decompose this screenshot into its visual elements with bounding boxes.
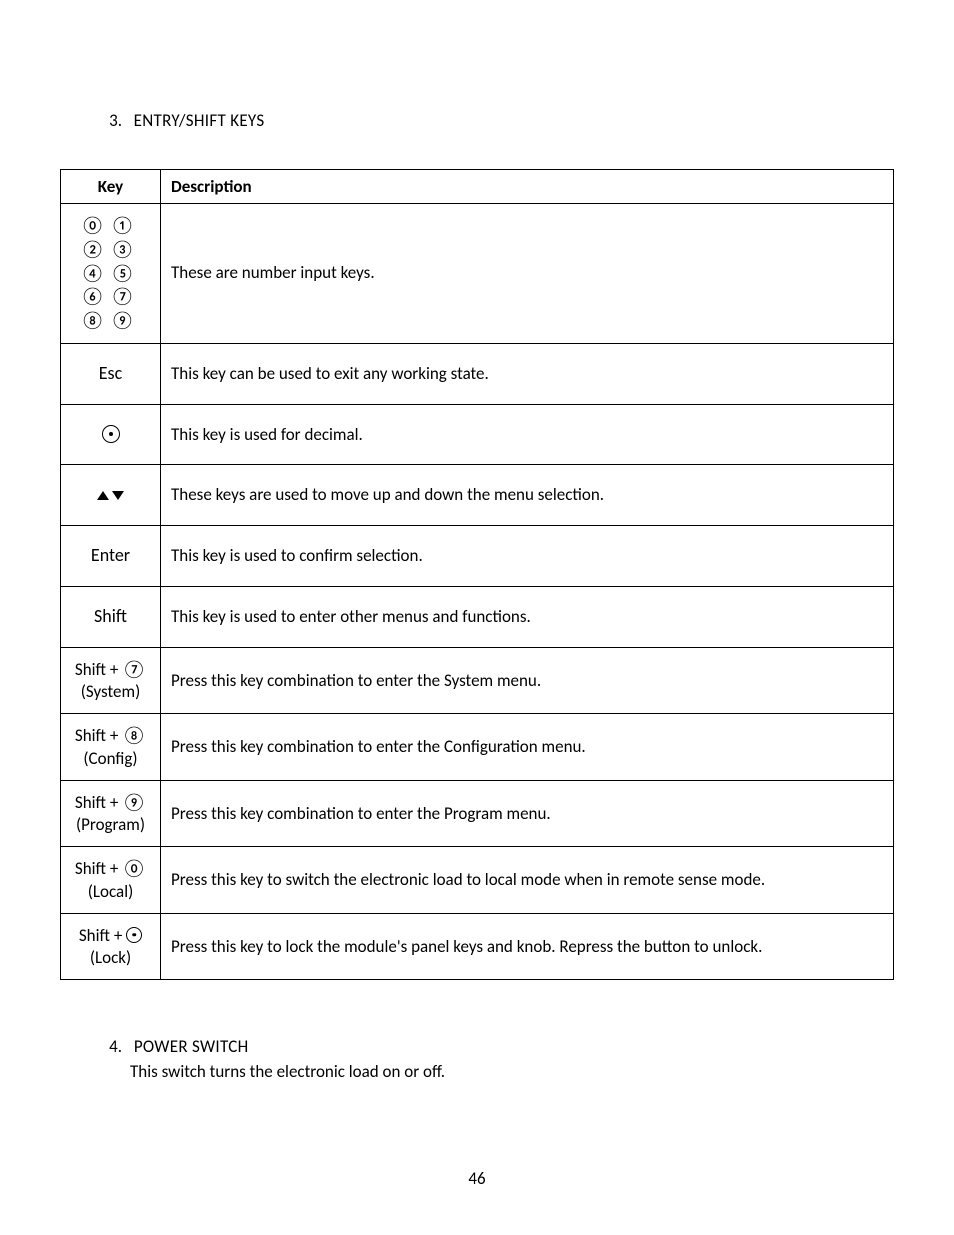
digit-0-icon: ⓪ bbox=[122, 857, 146, 879]
section-3-number: 3. bbox=[60, 110, 130, 131]
key-cell-updown bbox=[61, 465, 161, 526]
table-row: These keys are used to move up and down … bbox=[61, 465, 894, 526]
shift-prefix: Shift + bbox=[75, 858, 122, 879]
decimal-key-icon bbox=[126, 927, 142, 943]
key-cell-shift: Shift bbox=[61, 586, 161, 647]
digit-9-icon: ⑨ bbox=[122, 791, 146, 813]
key-cell-shift-9: Shift + ⑨ (Program) bbox=[61, 780, 161, 846]
shift-prefix: Shift + bbox=[75, 792, 122, 813]
page: 3. ENTRY/SHIFT KEYS Key Description ⓪① ②… bbox=[0, 0, 954, 1235]
desc-cell: This key is used to confirm selection. bbox=[161, 526, 894, 587]
digit-5-icon: ⑤ bbox=[111, 262, 141, 284]
entry-shift-keys-table: Key Description ⓪① ②③ ④⑤ ⑥⑦ ⑧⑨ These are… bbox=[60, 169, 894, 980]
page-number: 46 bbox=[0, 1168, 954, 1189]
digit-7-icon: ⑦ bbox=[111, 285, 141, 307]
key-sublabel: (Local) bbox=[65, 881, 156, 903]
digit-4-icon: ④ bbox=[81, 262, 111, 284]
section-3-title: ENTRY/SHIFT KEYS bbox=[134, 110, 265, 131]
shift-prefix: Shift + bbox=[75, 725, 122, 746]
table-row: Esc This key can be used to exit any wor… bbox=[61, 343, 894, 404]
section-4-heading: 4. POWER SWITCH bbox=[60, 1036, 894, 1057]
key-sublabel: (Config) bbox=[65, 748, 156, 770]
digit-8-icon: ⑧ bbox=[122, 724, 146, 746]
section-4-title: POWER SWITCH bbox=[134, 1036, 249, 1057]
desc-cell: This key is used for decimal. bbox=[161, 404, 894, 465]
table-row: Shift + ⑧ (Config) Press this key combin… bbox=[61, 714, 894, 780]
desc-cell: This key can be used to exit any working… bbox=[161, 343, 894, 404]
desc-cell: Press this key combination to enter the … bbox=[161, 647, 894, 713]
key-cell-enter: Enter bbox=[61, 526, 161, 587]
digit-2-icon: ② bbox=[81, 238, 111, 260]
desc-cell: Press this key combination to enter the … bbox=[161, 714, 894, 780]
desc-cell: This key is used to enter other menus an… bbox=[161, 586, 894, 647]
table-row: Shift + ⑨ (Program) Press this key combi… bbox=[61, 780, 894, 846]
decimal-key-icon bbox=[102, 425, 120, 443]
desc-cell: Press this key combination to enter the … bbox=[161, 780, 894, 846]
section-4-number: 4. bbox=[60, 1036, 130, 1057]
table-header-row: Key Description bbox=[61, 170, 894, 204]
key-cell-number-keys: ⓪① ②③ ④⑤ ⑥⑦ ⑧⑨ bbox=[61, 204, 161, 344]
key-sublabel: (Lock) bbox=[65, 947, 156, 969]
table-row: Shift + ⓪ (Local) Press this key to swit… bbox=[61, 847, 894, 913]
digit-1-icon: ① bbox=[111, 214, 141, 236]
desc-cell: Press this key to switch the electronic … bbox=[161, 847, 894, 913]
key-sublabel: (Program) bbox=[65, 814, 156, 836]
table-row: Enter This key is used to confirm select… bbox=[61, 526, 894, 587]
digit-0-icon: ⓪ bbox=[81, 214, 111, 236]
desc-cell: These keys are used to move up and down … bbox=[161, 465, 894, 526]
key-cell-shift-decimal: Shift + (Lock) bbox=[61, 913, 161, 979]
table-row: ⓪① ②③ ④⑤ ⑥⑦ ⑧⑨ These are number input ke… bbox=[61, 204, 894, 344]
shift-prefix: Shift + bbox=[79, 925, 126, 946]
section-4-body: This switch turns the electronic load on… bbox=[130, 1061, 894, 1082]
table-row: Shift + ⑦ (System) Press this key combin… bbox=[61, 647, 894, 713]
digit-3-icon: ③ bbox=[111, 238, 141, 260]
desc-cell: These are number input keys. bbox=[161, 204, 894, 344]
digit-6-icon: ⑥ bbox=[81, 285, 111, 307]
table-row: Shift This key is used to enter other me… bbox=[61, 586, 894, 647]
desc-cell: Press this key to lock the module's pane… bbox=[161, 913, 894, 979]
shift-prefix: Shift + bbox=[75, 659, 122, 680]
digit-9-icon: ⑨ bbox=[111, 309, 141, 331]
key-cell-shift-0: Shift + ⓪ (Local) bbox=[61, 847, 161, 913]
key-cell-decimal bbox=[61, 404, 161, 465]
table-row: This key is used for decimal. bbox=[61, 404, 894, 465]
circled-digits-icon: ⓪① ②③ ④⑤ ⑥⑦ ⑧⑨ bbox=[65, 214, 156, 333]
table-row: Shift + (Lock) Press this key to lock th… bbox=[61, 913, 894, 979]
table-header-key: Key bbox=[61, 170, 161, 204]
key-cell-shift-7: Shift + ⑦ (System) bbox=[61, 647, 161, 713]
digit-8-icon: ⑧ bbox=[81, 309, 111, 331]
key-cell-esc: Esc bbox=[61, 343, 161, 404]
section-3-heading: 3. ENTRY/SHIFT KEYS bbox=[60, 110, 894, 131]
section-4: 4. POWER SWITCH This switch turns the el… bbox=[60, 1036, 894, 1082]
key-cell-shift-8: Shift + ⑧ (Config) bbox=[61, 714, 161, 780]
key-sublabel: (System) bbox=[65, 681, 156, 703]
table-header-description: Description bbox=[161, 170, 894, 204]
arrow-down-icon bbox=[112, 491, 124, 500]
digit-7-icon: ⑦ bbox=[122, 658, 146, 680]
arrow-up-icon bbox=[97, 491, 109, 500]
